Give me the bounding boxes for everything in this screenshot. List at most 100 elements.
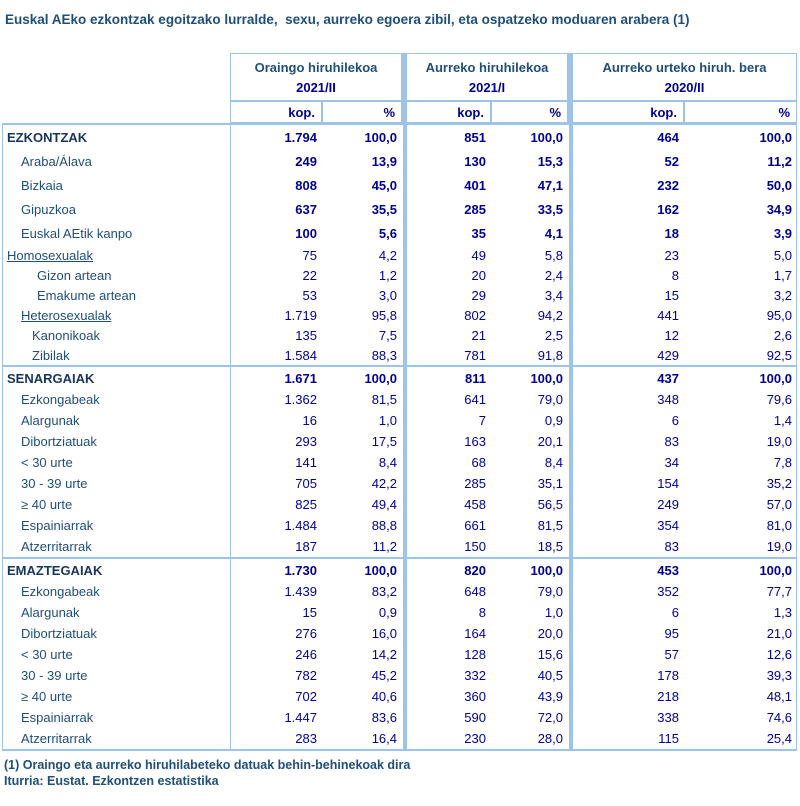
cell-count-yearago: 57 — [664, 647, 679, 662]
group-divider — [403, 125, 407, 149]
row-label: SENARGAIAK — [3, 367, 231, 389]
column-group-period: 2020/II — [664, 79, 705, 95]
cell-pct-yearago: 1,4 — [773, 413, 792, 428]
table-row: ≥ 40 urte 702 40,6 360 43,9 218 48,1 — [3, 686, 796, 707]
cell-pct-current: 0,9 — [378, 605, 397, 620]
cell-pct-previous: 91,8 — [537, 347, 563, 363]
group-divider — [569, 265, 573, 285]
group-divider — [569, 431, 573, 452]
cell-pct-yearago: 100,0 — [759, 129, 792, 145]
cell-pct-current: 100,0 — [364, 129, 397, 145]
cell-pct-previous: 94,2 — [537, 307, 563, 323]
cell-count-previous: 285 — [464, 476, 486, 491]
table-row: Heterosexualak 1.719 95,8 802 94,2 441 95,0 — [3, 305, 796, 325]
row-label-text: Dibortziatuak — [21, 626, 97, 641]
table-row: Homosexualak 75 4,2 49 5,8 23 5,0 — [3, 245, 796, 265]
footnote-provisional: (1) Oraingo eta aurreko hiruhilabeteko d… — [4, 758, 411, 772]
row-label-text: Emakume artean — [37, 287, 136, 303]
cell-pct-yearago: 77,7 — [766, 584, 792, 599]
cell-pct-previous: 8,4 — [544, 455, 563, 470]
group-divider — [569, 197, 573, 221]
row-label-text: Espainiarrak — [21, 710, 94, 725]
subheader-count: kop. — [572, 101, 684, 123]
cell-pct-current: 35,5 — [371, 201, 397, 217]
row-label-text: ≥ 40 urte — [21, 689, 73, 704]
cell-pct-current: 45,0 — [371, 177, 397, 193]
cell-pct-current: 13,9 — [371, 153, 397, 169]
table-row: Araba/Álava 249 13,9 130 15,3 52 11,2 — [3, 149, 796, 173]
group-divider — [403, 728, 407, 749]
row-label: Zibilak — [3, 345, 231, 365]
table-row: Espainiarrak 1.484 88,8 661 81,5 354 81,0 — [3, 515, 796, 536]
cell-count-previous: 802 — [464, 307, 486, 323]
cell-count-current: 276 — [295, 626, 317, 641]
group-divider — [569, 389, 573, 410]
table-row: Dibortziatuak 293 17,5 163 20,1 83 19,0 — [3, 431, 796, 452]
cell-count-current: 53 — [302, 287, 317, 303]
cell-count-yearago: 348 — [657, 392, 679, 407]
cell-count-previous: 781 — [464, 347, 486, 363]
row-label-text: Dibortziatuak — [21, 434, 97, 449]
cell-count-current: 1.439 — [284, 584, 317, 599]
row-label: Dibortziatuak — [3, 623, 231, 644]
cell-count-current: 1.484 — [284, 518, 317, 533]
cell-count-yearago: 178 — [657, 668, 679, 683]
cell-count-previous: 128 — [464, 647, 486, 662]
row-label-text: 30 - 39 urte — [21, 476, 88, 491]
row-label-text: 30 - 39 urte — [21, 668, 88, 683]
row-label: Araba/Álava — [3, 149, 231, 173]
column-group-title: Aurreko hiruhilekoa — [425, 59, 549, 75]
group-divider — [569, 665, 573, 686]
cell-count-yearago: 352 — [657, 584, 679, 599]
cell-count-current: 825 — [295, 497, 317, 512]
group-divider — [403, 345, 407, 365]
group-divider — [403, 686, 407, 707]
row-label: Gipuzkoa — [3, 197, 231, 221]
column-group-period: 2021/I — [468, 79, 506, 95]
group-divider — [568, 101, 572, 123]
cell-pct-previous: 2,4 — [544, 267, 563, 283]
cell-pct-previous: 5,8 — [544, 247, 563, 263]
cell-count-current: 782 — [295, 668, 317, 683]
cell-count-yearago: 6 — [671, 413, 679, 428]
cell-pct-previous: 79,0 — [537, 584, 563, 599]
group-divider — [569, 452, 573, 473]
group-divider — [403, 644, 407, 665]
cell-pct-yearago: 48,1 — [766, 689, 792, 704]
cell-pct-yearago: 50,0 — [766, 177, 792, 193]
cell-count-yearago: 437 — [657, 370, 679, 386]
cell-count-previous: 21 — [471, 327, 486, 343]
cell-pct-current: 11,2 — [372, 539, 397, 554]
cell-count-current: 16 — [302, 413, 317, 428]
row-label-text: Alargunak — [21, 413, 80, 428]
subheader-count: kop. — [230, 101, 322, 123]
row-label: Euskal AEtik kanpo — [3, 221, 231, 245]
cell-count-current: 705 — [295, 476, 317, 491]
row-label: Homosexualak — [3, 245, 231, 265]
table-row: EZKONTZAK 1.794 100,0 851 100,0 464 100,0 — [3, 125, 796, 149]
subheader-percent: % — [684, 101, 797, 123]
table-row: Alargunak 16 1,0 7 0,9 6 1,4 — [3, 410, 796, 431]
table-body: EZKONTZAK 1.794 100,0 851 100,0 464 100,0 Araba… — [2, 123, 797, 751]
cell-pct-previous: 56,5 — [537, 497, 563, 512]
group-divider — [402, 53, 406, 101]
cell-pct-current: 16,0 — [371, 626, 397, 641]
cell-count-previous: 68 — [471, 455, 486, 470]
cell-pct-previous: 2,5 — [544, 327, 563, 343]
cell-pct-current: 88,8 — [371, 518, 397, 533]
cell-count-yearago: 6 — [671, 605, 679, 620]
table-row: Atzerritarrak 283 16,4 230 28,0 115 25,4 — [3, 728, 796, 749]
cell-count-yearago: 23 — [664, 247, 679, 263]
cell-count-previous: 332 — [464, 668, 486, 683]
row-label-text: < 30 urte — [21, 647, 73, 662]
cell-count-yearago: 453 — [657, 562, 679, 578]
cell-pct-current: 5,6 — [378, 225, 397, 241]
row-label-text: Ezkongabeak — [21, 584, 100, 599]
footnotes: (1) Oraingo eta aurreko hiruhilabeteko d… — [4, 757, 796, 789]
group-divider — [403, 325, 407, 345]
table-row: SENARGAIAK 1.671 100,0 811 100,0 437 100,0 — [3, 367, 796, 389]
row-label: EMAZTEGAIAK — [3, 559, 231, 581]
row-label: Atzerritarrak — [3, 536, 231, 557]
cell-pct-current: 81,5 — [371, 392, 397, 407]
group-divider — [569, 602, 573, 623]
